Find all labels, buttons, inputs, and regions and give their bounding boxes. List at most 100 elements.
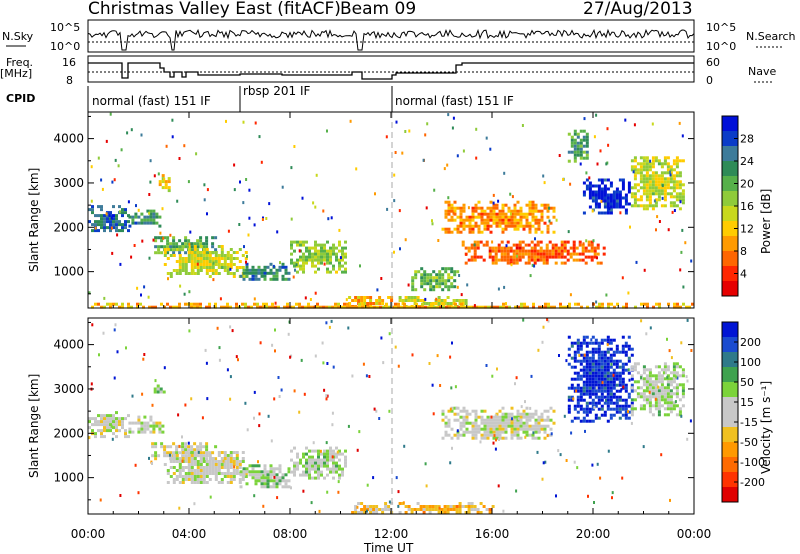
heatmap-cell <box>483 212 487 216</box>
heatmap-cell <box>603 178 607 182</box>
heatmap-cell <box>660 186 664 190</box>
heatmap-cell <box>669 395 673 399</box>
heatmap-cell <box>675 162 679 166</box>
heatmap-cell <box>495 215 499 219</box>
heatmap-cell <box>320 258 323 262</box>
colorbar-swatch <box>722 472 738 488</box>
nsky-tick-bottom: 10^0 <box>50 40 80 53</box>
noise-cell <box>408 129 411 133</box>
heatmap-cell <box>275 473 279 477</box>
heatmap-cell <box>493 305 496 309</box>
heatmap-cell <box>266 479 270 483</box>
heatmap-cell <box>676 302 679 306</box>
heatmap-cell <box>657 159 661 163</box>
heatmap-cell <box>470 255 474 259</box>
heatmap-cell <box>542 261 546 265</box>
heatmap-cell <box>657 162 661 166</box>
heatmap-cell <box>143 430 147 434</box>
heatmap-cell <box>397 305 400 309</box>
heatmap-cell <box>588 205 592 209</box>
heatmap-cell <box>344 458 347 462</box>
heatmap-cell <box>450 230 454 234</box>
heatmap-cell <box>241 460 245 463</box>
noise-cell <box>541 477 544 481</box>
heatmap-cell <box>287 479 291 483</box>
heatmap-cell <box>513 421 517 425</box>
heatmap-cell <box>646 305 649 309</box>
heatmap-cell <box>251 473 255 477</box>
heatmap-cell <box>121 302 124 306</box>
heatmap-cell <box>199 481 203 484</box>
heatmap-cell <box>536 243 540 247</box>
heatmap-cell <box>112 205 115 209</box>
heatmap-cell <box>669 180 673 184</box>
heatmap-cell <box>510 212 514 216</box>
heatmap-cell <box>187 272 191 275</box>
noise-cell <box>680 341 683 345</box>
heatmap-cell <box>232 463 236 466</box>
noise-cell <box>281 185 284 189</box>
heatmap-cell <box>214 305 217 309</box>
heatmap-cell <box>256 305 259 309</box>
heatmap-cell <box>609 196 613 200</box>
heatmap-cell <box>563 246 567 250</box>
heatmap-cell <box>495 206 499 210</box>
heatmap-cell <box>211 463 215 466</box>
heatmap-cell <box>581 258 585 262</box>
noise-cell <box>485 136 488 140</box>
date-title: 27/Aug/2013 <box>583 0 693 19</box>
heatmap-cell <box>205 448 209 452</box>
heatmap-cell <box>621 181 625 185</box>
heatmap-cell <box>477 224 481 228</box>
heatmap-cell <box>211 460 215 463</box>
heatmap-cell <box>301 305 304 309</box>
heatmap-cell <box>118 420 121 424</box>
heatmap-cell <box>453 273 457 277</box>
heatmap-cell <box>196 242 200 246</box>
heatmap-cell <box>329 249 332 253</box>
heatmap-cell <box>585 410 589 414</box>
heatmap-cell <box>510 427 514 431</box>
heatmap-cell <box>666 171 670 175</box>
nsky-trace-line <box>87 28 695 51</box>
heatmap-cell <box>518 255 522 259</box>
heatmap-cell <box>515 243 519 247</box>
heatmap-cell <box>335 270 338 274</box>
heatmap-cell <box>599 261 603 265</box>
heatmap-cell <box>669 195 673 199</box>
heatmap-cell <box>576 395 580 399</box>
heatmap-cell <box>172 251 176 255</box>
heatmap-cell <box>251 271 255 275</box>
heatmap-cell <box>651 204 655 208</box>
noise-cell <box>292 275 295 279</box>
noise-cell <box>600 199 603 203</box>
heatmap-cell <box>205 454 209 457</box>
heatmap-cell <box>152 424 156 428</box>
heatmap-cell <box>501 421 505 425</box>
heatmap-cell <box>581 246 585 250</box>
heatmap-cell <box>348 302 352 305</box>
heatmap-cell <box>326 240 329 244</box>
cpid-segment-1: normal (fast) 151 IF <box>92 94 211 108</box>
heatmap-cell <box>169 305 172 309</box>
heatmap-cell <box>471 409 475 413</box>
heatmap-cell <box>648 410 652 414</box>
heatmap-cell <box>627 395 631 399</box>
heatmap-cell <box>681 183 685 187</box>
noise-cell <box>675 375 678 379</box>
heatmap-cell <box>232 475 236 478</box>
heatmap-cell <box>554 246 558 250</box>
heatmap-cell <box>657 186 661 190</box>
heatmap-cell <box>543 424 547 428</box>
heatmap-cell <box>202 257 206 260</box>
heatmap-cell <box>369 299 373 302</box>
noise-cell <box>593 501 595 504</box>
heatmap-cell <box>618 416 622 420</box>
heatmap-cell <box>486 433 490 437</box>
heatmap-cell <box>498 421 502 425</box>
heatmap-cell <box>519 212 523 216</box>
heatmap-cell <box>164 186 168 190</box>
heatmap-cell <box>582 129 586 133</box>
heatmap-cell <box>232 469 236 472</box>
noise-cell <box>489 147 492 151</box>
